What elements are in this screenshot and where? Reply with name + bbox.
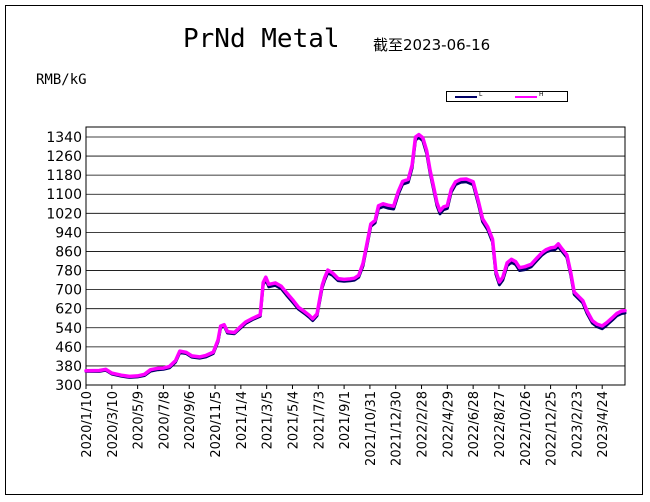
x-tick-label: 2021/5/4 [286, 391, 301, 449]
series-line-l [84, 136, 627, 379]
legend-swatch-h [515, 96, 537, 98]
x-tick-label: 2021/10/31 [364, 391, 379, 466]
legend-swatch-l [455, 96, 477, 98]
y-tick-label: 540 [55, 321, 82, 337]
chart-frame [5, 5, 643, 495]
plot-area [85, 126, 626, 386]
x-tick-label: 2022/10/26 [519, 391, 534, 466]
y-tick-label: 1180 [46, 168, 82, 184]
x-tick-label: 2020/11/5 [209, 391, 224, 458]
x-tick-label: 2020/3/10 [106, 391, 121, 458]
x-tick-label: 2021/9/1 [338, 391, 353, 449]
legend-label-l: L [479, 91, 483, 98]
x-tick-label: 2021/3/5 [261, 391, 276, 449]
y-tick-label: 700 [55, 283, 82, 299]
y-tick-label: 380 [55, 359, 82, 375]
x-tick-label: 2021/1/4 [235, 391, 250, 449]
x-tick-label: 2021/7/3 [312, 391, 327, 449]
x-tick-label: 2020/1/10 [80, 391, 95, 458]
x-tick-label: 2022/12/25 [545, 391, 560, 466]
chart-title: PrNd Metal [183, 24, 340, 54]
x-tick-label: 2023/4/24 [596, 391, 611, 458]
y-tick-label: 300 [55, 378, 82, 394]
x-tick-label: 2023/2/23 [570, 391, 585, 458]
x-tick-label: 2022/6/28 [467, 391, 482, 458]
x-tick-label: 2020/5/9 [132, 391, 147, 449]
chart-subtitle: 截至2023-06-16 [373, 36, 491, 54]
series-line-h [84, 132, 627, 379]
x-tick-label: 2022/2/28 [416, 391, 431, 458]
y-axis-unit-label: RMB/kG [36, 72, 87, 88]
y-tick-label: 1260 [46, 149, 82, 165]
y-tick-label: 1340 [46, 130, 82, 146]
legend: L H [446, 91, 568, 102]
legend-label-h: H [539, 91, 544, 98]
y-tick-label: 940 [55, 225, 82, 241]
y-tick-label: 1100 [46, 187, 82, 203]
x-tick-label: 2020/9/6 [183, 391, 198, 449]
x-tick-label: 2020/7/8 [157, 391, 172, 449]
x-tick-label: 2022/8/27 [493, 391, 508, 458]
x-tick-label: 2021/12/30 [390, 391, 405, 466]
y-tick-label: 620 [55, 302, 82, 318]
y-tick-label: 1020 [46, 206, 82, 222]
x-tick-label: 2022/4/29 [441, 391, 456, 458]
y-tick-label: 860 [55, 244, 82, 260]
y-tick-label: 460 [55, 340, 82, 356]
y-tick-label: 780 [55, 264, 82, 280]
